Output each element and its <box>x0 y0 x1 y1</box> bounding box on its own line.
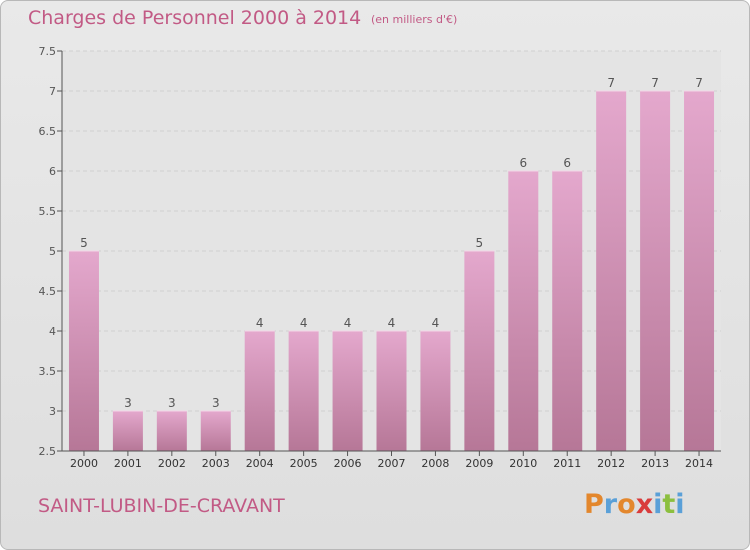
y-tick-label: 3 <box>49 405 56 418</box>
bar <box>684 91 715 451</box>
data-label: 5 <box>80 236 88 250</box>
data-label: 3 <box>168 396 176 410</box>
x-tick-label: 2002 <box>158 457 186 470</box>
x-tick-label: 2001 <box>114 457 142 470</box>
logo-letter: i <box>675 489 685 520</box>
x-tick-label: 2000 <box>70 457 98 470</box>
data-label: 5 <box>476 236 484 250</box>
data-label: 4 <box>300 316 308 330</box>
bar <box>332 331 363 451</box>
data-label: 6 <box>519 156 527 170</box>
x-tick-label: 2005 <box>290 457 318 470</box>
x-tick-label: 2014 <box>685 457 713 470</box>
y-tick-label: 5 <box>49 245 56 258</box>
bar <box>156 411 187 451</box>
bar <box>288 331 319 451</box>
bar <box>552 171 583 451</box>
data-label: 4 <box>388 316 396 330</box>
logo-letter: t <box>662 489 676 520</box>
data-label: 4 <box>344 316 352 330</box>
y-tick-label: 5.5 <box>39 205 57 218</box>
bar <box>376 331 407 451</box>
chart-subtitle: (en milliers d'€) <box>371 13 458 26</box>
y-tick-label: 4.5 <box>39 285 57 298</box>
x-axis-ticks: 2000 2001 2002 2003 2004 2005 2006 2007 2008 2009… <box>70 451 713 470</box>
data-label: 7 <box>607 76 615 90</box>
y-tick-label: 6 <box>49 165 56 178</box>
y-tick-label: 7.5 <box>39 45 57 58</box>
bar <box>244 331 275 451</box>
data-label: 4 <box>432 316 440 330</box>
x-tick-label: 2011 <box>553 457 581 470</box>
bar <box>420 331 451 451</box>
data-label: 3 <box>212 396 220 410</box>
bars <box>68 90 715 451</box>
commune-name: SAINT-LUBIN-DE-CRAVANT <box>38 495 285 517</box>
bar <box>464 251 495 451</box>
x-tick-label: 2006 <box>334 457 362 470</box>
y-tick-label: 6.5 <box>39 125 57 138</box>
y-tick-label: 7 <box>49 85 56 98</box>
data-labels: 5 3 3 3 4 4 4 4 4 5 6 6 7 7 7 <box>80 76 703 410</box>
chart-title: Charges de Personnel 2000 à 2014 <box>28 7 362 29</box>
bar <box>508 171 539 451</box>
x-tick-label: 2009 <box>465 457 493 470</box>
logo-letter: P <box>584 489 604 520</box>
data-label: 3 <box>124 396 132 410</box>
data-label: 6 <box>563 156 571 170</box>
y-tick-label: 3.5 <box>39 365 57 378</box>
x-tick-label: 2008 <box>421 457 449 470</box>
x-tick-label: 2007 <box>378 457 406 470</box>
y-axis-ticks: 2.5 3 3.5 4 4.5 5 5.5 6 6.5 7 7.5 <box>39 45 62 458</box>
logo-letter: o <box>617 489 636 520</box>
bar <box>640 91 671 451</box>
x-tick-label: 2010 <box>509 457 537 470</box>
data-label: 7 <box>695 76 703 90</box>
bar <box>68 251 99 451</box>
x-tick-label: 2012 <box>597 457 625 470</box>
y-tick-label: 4 <box>49 325 56 338</box>
logo-letter: i <box>653 489 663 520</box>
data-label: 4 <box>256 316 264 330</box>
data-label: 7 <box>651 76 659 90</box>
bar <box>596 91 627 451</box>
x-tick-label: 2004 <box>246 457 274 470</box>
proxiti-logo[interactable]: Proxiti <box>584 489 685 520</box>
bar <box>200 411 231 451</box>
y-tick-label: 2.5 <box>39 445 57 458</box>
x-tick-label: 2003 <box>202 457 230 470</box>
bar <box>112 411 143 451</box>
x-tick-label: 2013 <box>641 457 669 470</box>
logo-letter: x <box>635 489 654 520</box>
logo-letter: r <box>603 489 618 520</box>
